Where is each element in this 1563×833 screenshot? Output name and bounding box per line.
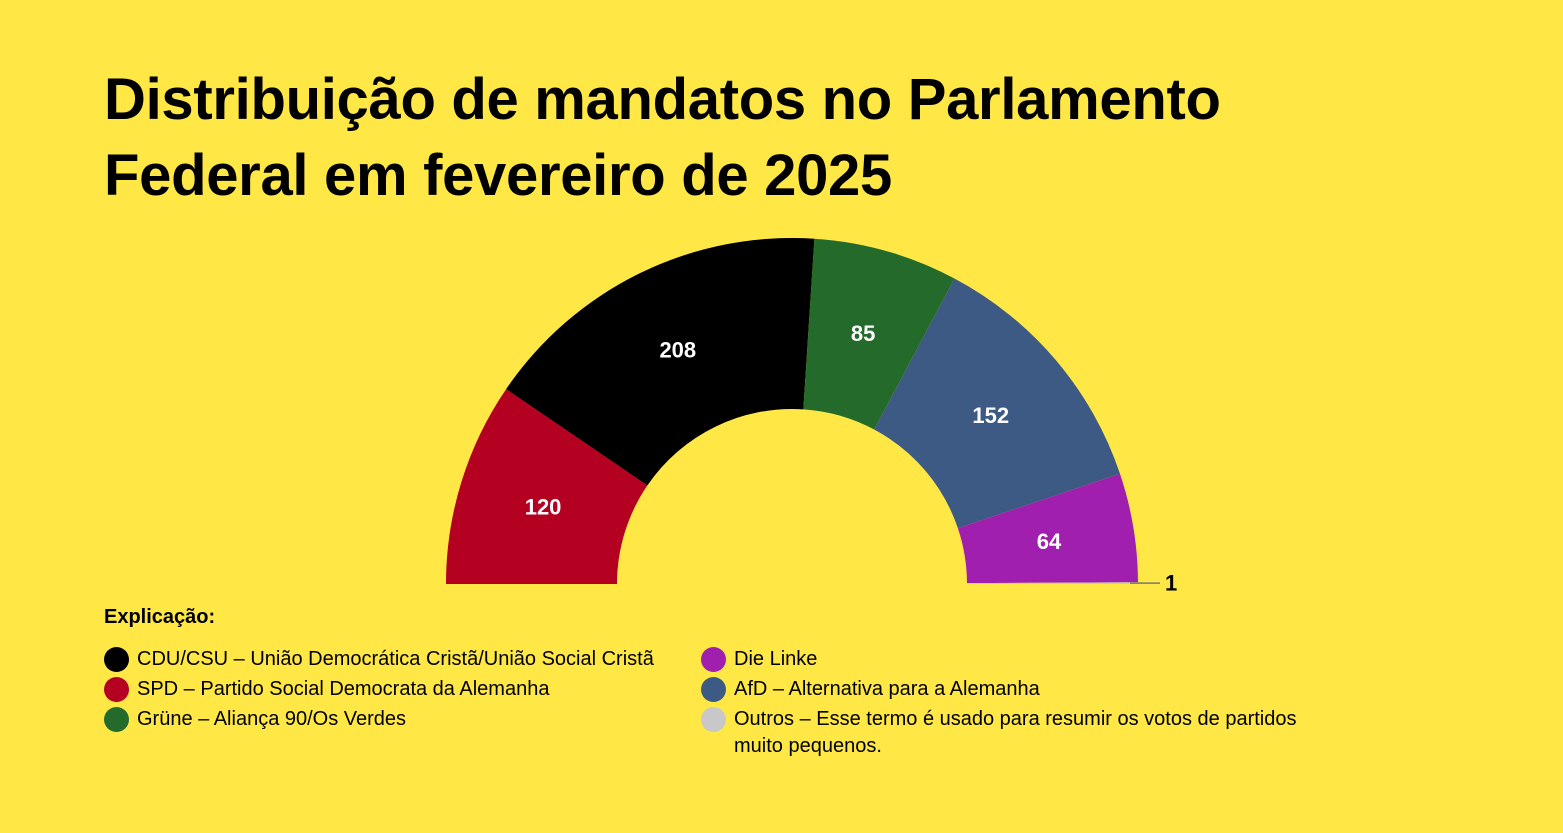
legend-swatch-outros <box>701 707 726 732</box>
legend-title: Explicação: <box>104 606 216 628</box>
data-label-die-linke: 64 <box>1037 529 1062 554</box>
slice-outros <box>966 582 1138 584</box>
chart-title: Distribuição de mandatos no Parlamento F… <box>104 62 1424 214</box>
legend-item-outros: Outros – Esse termo é usado para resumir… <box>701 706 1321 760</box>
legend-item-afd: AfD – Alternativa para a Alemanha <box>701 676 1321 703</box>
legend-swatch-cdu-csu <box>104 647 129 672</box>
legend-swatch-grune <box>104 707 129 732</box>
legend-text-afd: AfD – Alternativa para a Alemanha <box>734 678 1040 700</box>
chart-title-line-2: Federal em fevereiro de 2025 <box>104 143 892 208</box>
slice-afd <box>874 278 1120 529</box>
legend-swatch-die-linke <box>701 647 726 672</box>
slice-spd <box>446 389 648 584</box>
legend-item-cdu-csu: CDU/CSU – União Democrática Cristã/União… <box>104 646 664 673</box>
legend-item-die-linke: Die Linke <box>701 646 1321 673</box>
legend-text-grune: Grüne – Aliança 90/Os Verdes <box>137 708 407 730</box>
chart-title-line-1: Distribuição de mandatos no Parlamento <box>104 67 1221 132</box>
legend-text-outros: Outros – Esse termo é usado para resumir… <box>734 708 1297 757</box>
slice-gr-ne <box>803 238 955 430</box>
data-label-outros: 1 <box>1165 571 1177 596</box>
slice-die-linke <box>957 473 1138 584</box>
legend-column-right: Die Linke AfD – Alternativa para a Alema… <box>701 646 1321 763</box>
legend-swatch-spd <box>104 677 129 702</box>
legend-column-left: CDU/CSU – União Democrática Cristã/União… <box>104 646 664 736</box>
data-label-gr-ne: 85 <box>851 321 875 346</box>
legend-text-cdu-csu: CDU/CSU – União Democrática Cristã/União… <box>137 648 654 670</box>
legend-item-grune: Grüne – Aliança 90/Os Verdes <box>104 706 664 733</box>
legend-swatch-afd <box>701 677 726 702</box>
data-label-spd: 120 <box>525 495 562 520</box>
legend-text-spd: SPD – Partido Social Democrata da Aleman… <box>137 678 550 700</box>
legend-item-spd: SPD – Partido Social Democrata da Aleman… <box>104 676 664 703</box>
data-label-cdu-csu: 208 <box>659 337 696 362</box>
slice-cdu-csu <box>506 238 815 486</box>
legend-text-die-linke: Die Linke <box>734 648 818 670</box>
data-label-afd: 152 <box>972 403 1009 428</box>
